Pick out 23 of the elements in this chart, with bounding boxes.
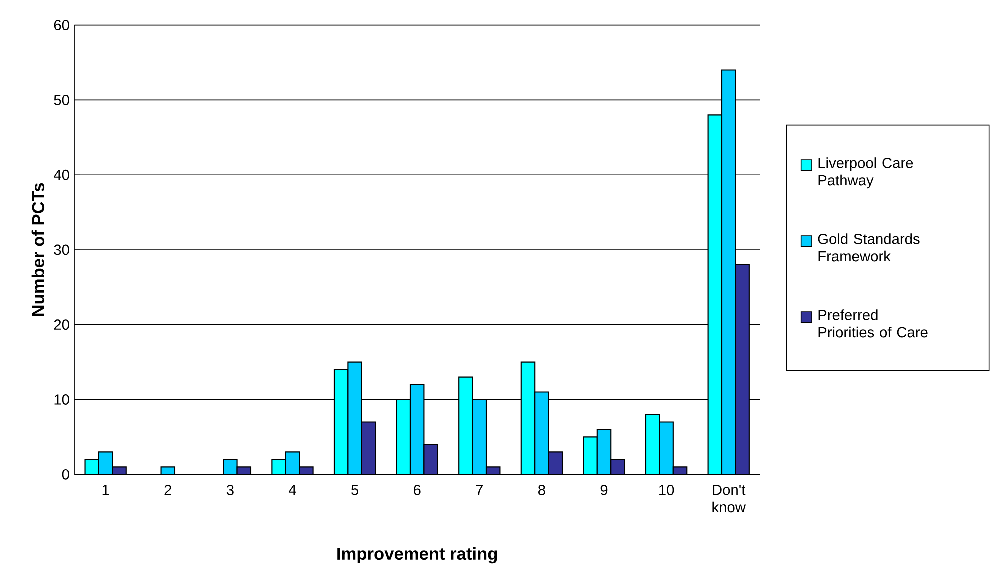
y-axis-title: Number of PCTs: [32, 183, 45, 316]
y-tick-label: 0: [62, 469, 70, 480]
y-tick-label: 60: [54, 20, 70, 31]
x-tick-label: 9: [600, 485, 608, 496]
y-tick-label: 10: [54, 394, 70, 405]
legend-label: Liverpool Care Pathway: [818, 158, 914, 189]
x-tick-label: 4: [288, 485, 296, 496]
legend-label: Preferred Priorities of Care: [818, 310, 928, 338]
y-tick-label: 40: [54, 170, 70, 180]
x-tick-label: 2: [164, 485, 172, 496]
x-tick-label: 8: [538, 485, 546, 496]
x-tick-label: Don't know: [712, 485, 746, 513]
x-axis-title: Improvement rating: [338, 547, 498, 564]
x-tick-label: 3: [226, 485, 234, 496]
x-tick-label: 1: [102, 485, 110, 496]
x-tick-label: 7: [476, 485, 483, 496]
x-tick-label: 10: [660, 485, 674, 496]
x-tick-label: 6: [414, 485, 421, 496]
x-tick-label: 5: [352, 485, 359, 496]
y-tick-label: 50: [54, 95, 70, 106]
y-tick-label: 30: [54, 244, 70, 256]
y-tick-label: 20: [54, 320, 70, 330]
legend-label: Gold Standards Framework: [818, 234, 920, 262]
